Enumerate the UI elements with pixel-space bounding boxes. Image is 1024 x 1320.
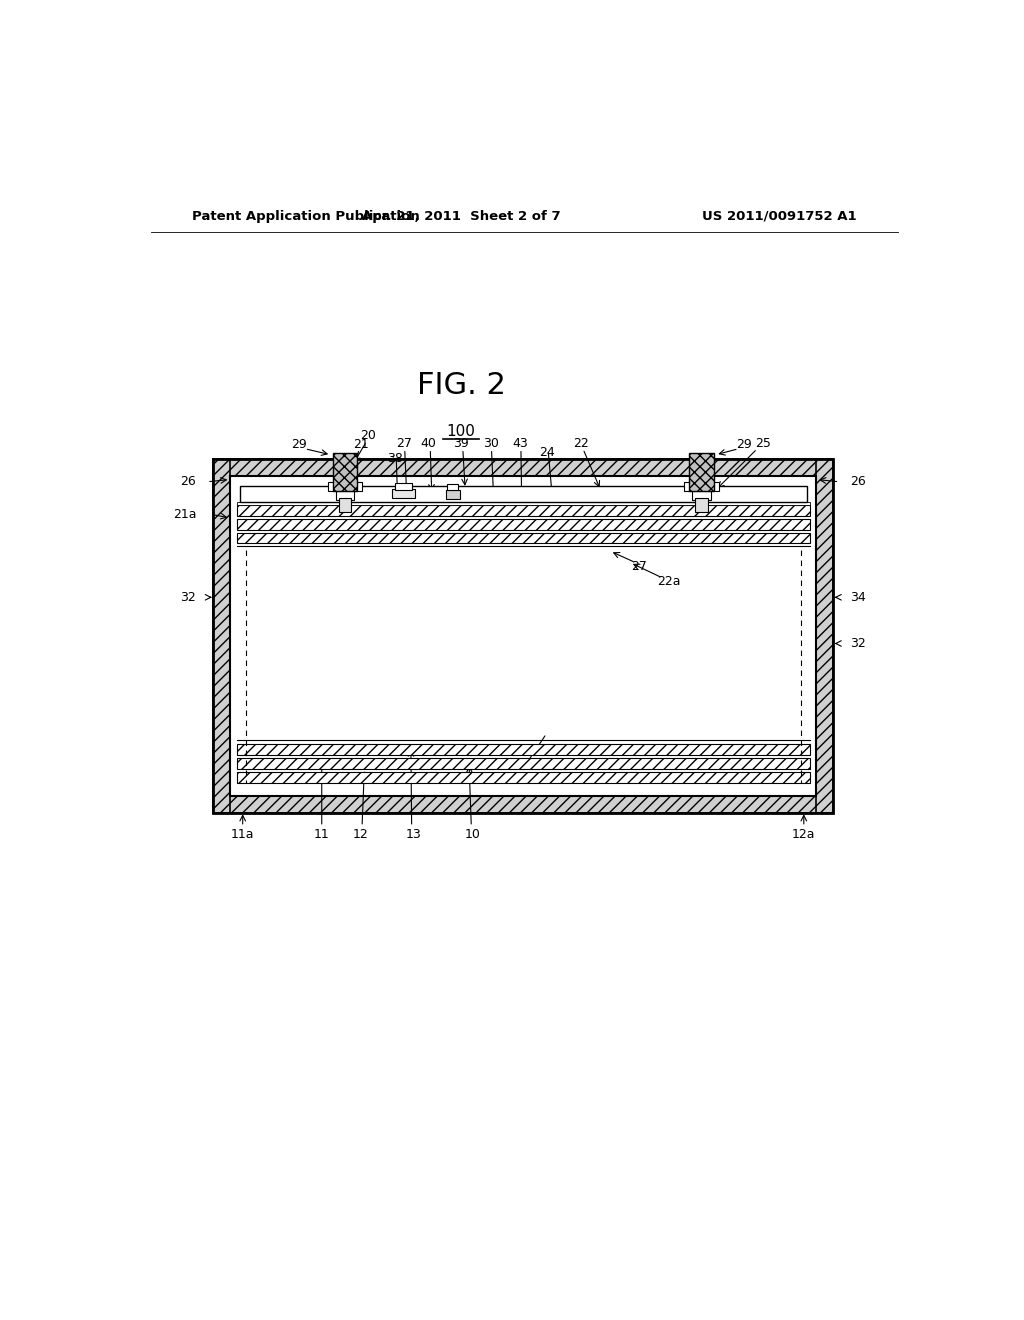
Bar: [695, 498, 708, 512]
Bar: [689, 453, 714, 491]
Text: 12: 12: [352, 828, 369, 841]
Bar: [692, 488, 711, 500]
Bar: [447, 484, 458, 490]
Text: 20: 20: [360, 429, 376, 442]
Text: 39: 39: [454, 437, 469, 450]
Text: 29: 29: [736, 438, 752, 451]
Text: 43: 43: [512, 437, 528, 450]
Bar: [237, 502, 810, 506]
Bar: [237, 772, 810, 783]
Bar: [230, 475, 816, 796]
Text: Apr. 21, 2011  Sheet 2 of 7: Apr. 21, 2011 Sheet 2 of 7: [361, 210, 560, 223]
Bar: [237, 533, 810, 544]
Text: FIG. 2: FIG. 2: [417, 371, 506, 400]
Text: 22a: 22a: [657, 576, 681, 589]
Text: 27: 27: [632, 560, 647, 573]
Text: 29: 29: [291, 438, 306, 451]
Bar: [213, 459, 834, 813]
Bar: [816, 459, 834, 813]
Text: 34: 34: [850, 591, 866, 603]
Text: 27: 27: [396, 437, 412, 450]
Text: 32: 32: [180, 591, 197, 603]
Text: 13: 13: [406, 828, 421, 841]
Text: 21a: 21a: [173, 508, 197, 520]
Bar: [213, 459, 834, 475]
Bar: [328, 482, 362, 491]
Bar: [394, 483, 412, 490]
Bar: [684, 482, 719, 491]
Bar: [237, 744, 810, 755]
Text: 21: 21: [352, 438, 369, 451]
Text: US 2011/0091752 A1: US 2011/0091752 A1: [701, 210, 856, 223]
Text: 32: 32: [850, 638, 866, 649]
Bar: [336, 488, 354, 500]
Text: 10: 10: [465, 828, 481, 841]
Text: 30: 30: [482, 437, 499, 450]
Bar: [240, 487, 807, 502]
Bar: [333, 453, 357, 491]
Bar: [237, 758, 810, 770]
Bar: [445, 490, 460, 499]
Bar: [240, 484, 807, 787]
Text: Patent Application Publication: Patent Application Publication: [191, 210, 419, 223]
Text: 11: 11: [314, 828, 330, 841]
Bar: [237, 506, 810, 516]
Text: 11a: 11a: [231, 828, 254, 841]
Bar: [391, 488, 415, 498]
Bar: [213, 459, 230, 813]
Text: 22: 22: [573, 437, 589, 450]
Text: 25: 25: [756, 437, 771, 450]
Text: 26: 26: [850, 475, 866, 488]
Text: 40: 40: [421, 437, 436, 450]
Bar: [213, 796, 834, 813]
Text: 38: 38: [387, 453, 402, 465]
Text: 12a: 12a: [792, 828, 815, 841]
Text: 26: 26: [180, 475, 197, 488]
Bar: [237, 519, 810, 529]
Text: 100: 100: [446, 424, 476, 440]
Bar: [339, 498, 351, 512]
Text: 24: 24: [539, 446, 554, 459]
